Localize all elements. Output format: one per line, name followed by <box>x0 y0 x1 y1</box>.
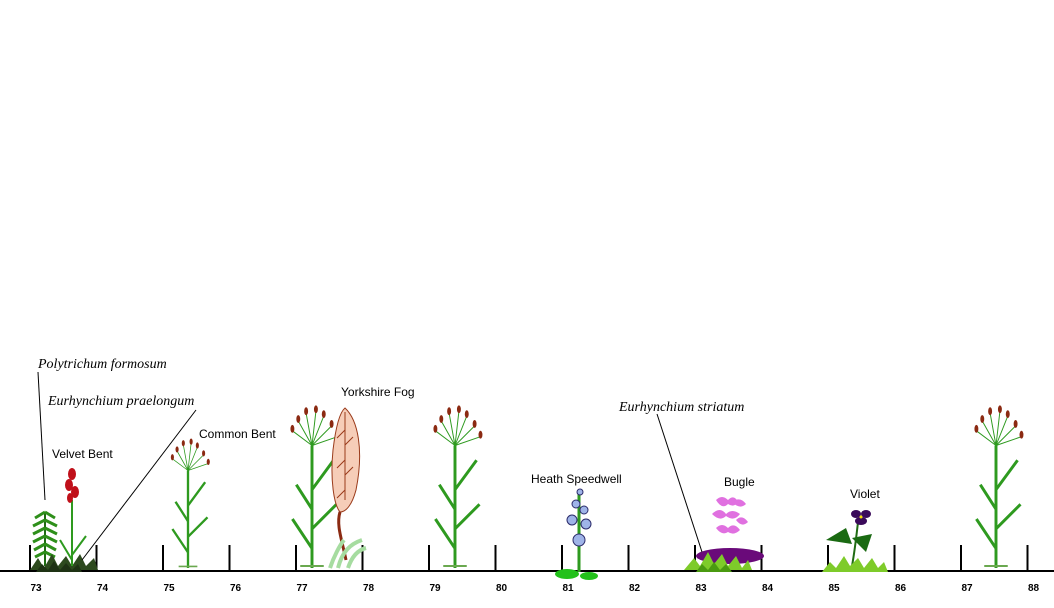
eurhynchium-praelongum-leader <box>81 409 197 561</box>
label-eurhynchium-striatum: Eurhynchium striatum <box>618 400 744 415</box>
tick-label-82: 82 <box>629 583 641 594</box>
tick-label-86: 86 <box>895 583 907 594</box>
label-bugle: Bugle <box>724 475 755 489</box>
common-bent-plant-4 <box>972 403 1025 570</box>
label-common-bent: Common Bent <box>199 427 276 441</box>
yorkshire-fog-plant <box>328 407 367 569</box>
tick-label-88: 88 <box>1028 583 1040 594</box>
tick-label-76: 76 <box>230 583 242 594</box>
tick-label-75: 75 <box>163 583 175 594</box>
label-heath-speedwell: Heath Speedwell <box>531 472 622 486</box>
label-yorkshire-fog: Yorkshire Fog <box>341 385 415 399</box>
eurhynchium-striatum-leader <box>656 413 703 553</box>
tick-label-85: 85 <box>828 583 840 594</box>
tick-label-80: 80 <box>496 583 508 594</box>
eurhynchium-praelongum-plant <box>30 554 98 572</box>
polytrichum-leader <box>37 371 46 501</box>
common-bent-plant-2 <box>288 403 341 570</box>
tick-label-87: 87 <box>961 583 973 594</box>
label-velvet-bent: Velvet Bent <box>52 447 113 461</box>
tick-label-81: 81 <box>562 583 574 594</box>
polytrichum-plant <box>32 510 58 566</box>
leader-lines <box>37 371 703 561</box>
label-eurhynchium-praelongum: Eurhynchium praelongum <box>47 394 194 409</box>
tick-label-84: 84 <box>762 583 774 594</box>
tick-label-73: 73 <box>30 583 42 594</box>
heath-speedwell-plant <box>555 488 598 580</box>
label-polytrichum-formosum: Polytrichum formosum <box>37 357 167 372</box>
common-bent-plant-3 <box>431 403 484 570</box>
tick-label-78: 78 <box>363 583 375 594</box>
velvet-bent-plant <box>59 468 87 566</box>
violet-plant <box>822 510 888 572</box>
label-violet: Violet <box>850 487 880 501</box>
bugle-plant <box>707 492 751 544</box>
tick-label-79: 79 <box>429 583 441 594</box>
tick-label-77: 77 <box>296 583 308 594</box>
tick-label-74: 74 <box>97 583 109 594</box>
common-bent-plant-1 <box>169 437 212 570</box>
eurhynchium-striatum-plant <box>684 548 764 572</box>
transect-ticks: 73 74 75 76 77 78 79 80 81 82 83 84 85 86 87 88 <box>29 545 1040 594</box>
tick-label-83: 83 <box>695 583 707 594</box>
